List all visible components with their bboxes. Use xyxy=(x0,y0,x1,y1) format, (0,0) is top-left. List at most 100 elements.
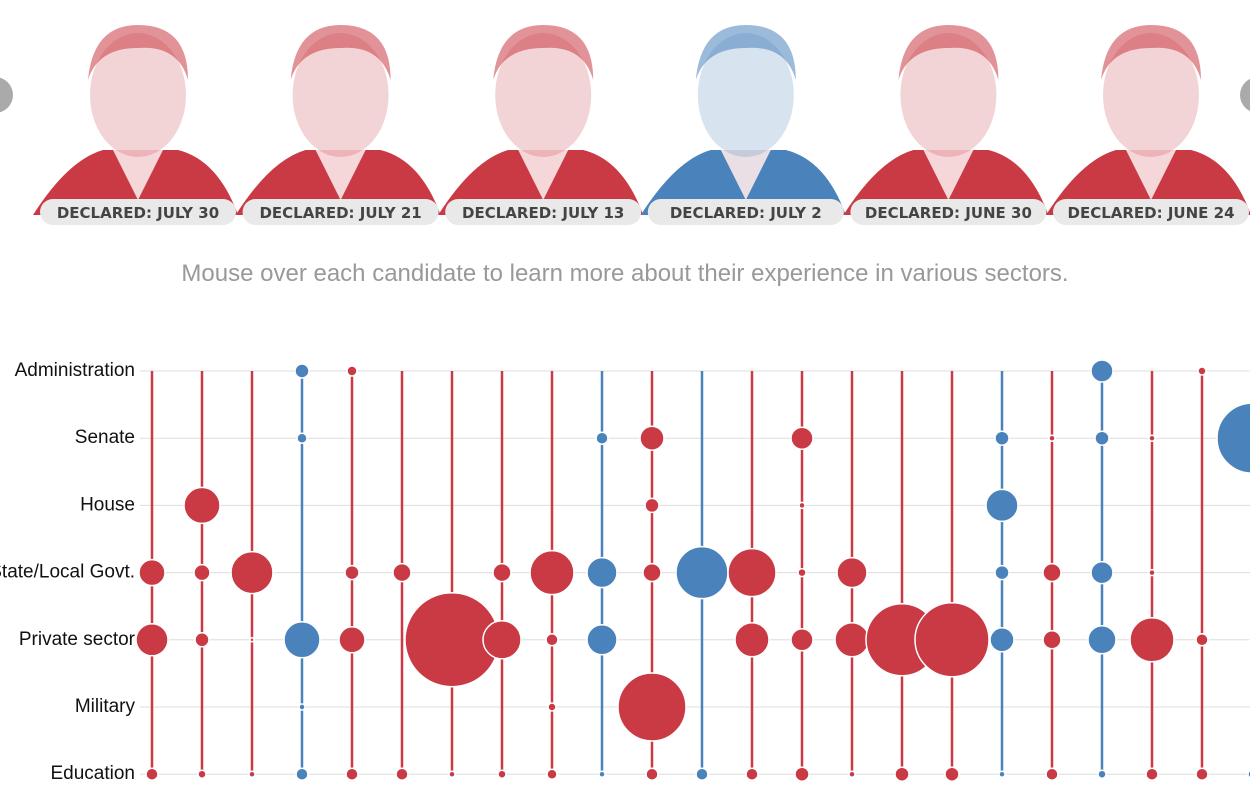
bubble[interactable] xyxy=(586,556,618,589)
row-label: Military xyxy=(75,696,136,717)
bubble[interactable] xyxy=(994,564,1010,581)
bubble[interactable] xyxy=(145,767,159,781)
bubble[interactable] xyxy=(1195,633,1209,647)
portrait-collar xyxy=(1126,150,1176,200)
bubble[interactable] xyxy=(989,627,1015,653)
bubble[interactable] xyxy=(797,567,807,578)
bubble[interactable] xyxy=(798,501,806,510)
bubble[interactable] xyxy=(138,558,166,587)
bubble[interactable] xyxy=(392,562,412,583)
declared-date: DECLARED: JULY 13 xyxy=(462,204,624,222)
bubble[interactable] xyxy=(547,702,557,712)
row-label: State/Local Govt. xyxy=(0,562,135,583)
bubble[interactable] xyxy=(529,549,575,596)
bubble[interactable] xyxy=(482,620,522,660)
bubble[interactable] xyxy=(586,624,618,656)
candidate[interactable]: DECLARED: JULY 13 xyxy=(438,25,644,225)
bubble[interactable] xyxy=(197,769,207,779)
candidate[interactable]: DECLARED: JULY 2 xyxy=(640,25,846,225)
bubble[interactable] xyxy=(1042,630,1062,650)
bubble[interactable] xyxy=(998,770,1006,778)
bubble[interactable] xyxy=(645,767,659,781)
declared-date: DECLARED: JULY 30 xyxy=(57,204,219,222)
declared-date: DECLARED: JULY 21 xyxy=(259,204,421,222)
bubble[interactable] xyxy=(546,768,558,780)
bubble[interactable] xyxy=(296,432,308,444)
candidate[interactable]: DECLARED: JUNE 24 xyxy=(1046,25,1250,225)
bubble[interactable] xyxy=(695,767,709,781)
bubble[interactable] xyxy=(1048,434,1056,442)
declared-pill xyxy=(40,199,236,225)
bubble[interactable] xyxy=(1195,767,1209,781)
candidate[interactable]: DECLARED: JUNE 30 xyxy=(843,25,1049,225)
bubble[interactable] xyxy=(639,425,665,451)
bubble[interactable] xyxy=(1097,769,1107,779)
bubble[interactable] xyxy=(346,365,358,377)
bubble[interactable] xyxy=(497,769,507,779)
bubble[interactable] xyxy=(1090,560,1114,585)
bubble[interactable] xyxy=(1197,366,1207,376)
bubble[interactable] xyxy=(642,562,662,583)
bubble[interactable] xyxy=(1090,359,1114,383)
bubble[interactable] xyxy=(1094,430,1110,446)
bubble[interactable] xyxy=(617,672,687,742)
bubble[interactable] xyxy=(492,562,512,583)
bubble[interactable] xyxy=(338,626,366,654)
bubble[interactable] xyxy=(230,550,274,595)
bubble[interactable] xyxy=(595,431,609,445)
bubble[interactable] xyxy=(248,770,256,778)
bubble[interactable] xyxy=(1148,434,1156,442)
bubble[interactable] xyxy=(790,426,814,450)
bubble[interactable] xyxy=(734,622,770,658)
chart: Administration Senate House State/Local Gov… xyxy=(0,359,1250,784)
bubble[interactable] xyxy=(135,623,169,657)
bubble[interactable] xyxy=(395,767,409,781)
next-arrow[interactable] xyxy=(1240,77,1250,113)
bubble[interactable] xyxy=(675,545,729,600)
bubble[interactable] xyxy=(193,563,211,582)
candidate[interactable]: DECLARED: JULY 21 xyxy=(235,25,441,225)
declared-date: DECLARED: JUNE 24 xyxy=(1068,204,1235,222)
prev-arrow[interactable] xyxy=(0,77,13,113)
bubble[interactable] xyxy=(994,430,1010,446)
bubble[interactable] xyxy=(249,637,255,643)
bubble[interactable] xyxy=(1087,625,1117,655)
bubble[interactable] xyxy=(298,703,306,711)
row-label: Education xyxy=(50,763,135,784)
candidate-strip: DECLARED: JULY 30 DECLARED: JULY 21 DECLAR… xyxy=(33,25,1250,225)
candidate[interactable]: DECLARED: JULY 30 xyxy=(33,25,238,225)
bubble[interactable] xyxy=(183,486,221,525)
bubble[interactable] xyxy=(745,767,759,781)
bubble[interactable] xyxy=(1045,767,1059,781)
declared-pill xyxy=(647,199,844,225)
bubble[interactable] xyxy=(985,488,1019,523)
declared-pill xyxy=(445,199,642,225)
bubble[interactable] xyxy=(1148,568,1156,577)
portrait-hair xyxy=(898,25,999,80)
bubble[interactable] xyxy=(644,497,660,514)
bubble[interactable] xyxy=(894,766,910,782)
bubble[interactable] xyxy=(344,564,360,581)
bubble[interactable] xyxy=(836,556,868,589)
bubble[interactable] xyxy=(794,766,810,782)
bubble[interactable] xyxy=(448,770,456,778)
bubble[interactable] xyxy=(1216,402,1250,474)
bubble[interactable] xyxy=(194,632,210,648)
bubble[interactable] xyxy=(294,363,310,379)
bubble[interactable] xyxy=(1145,767,1159,781)
bubble[interactable] xyxy=(848,770,856,778)
bubble[interactable] xyxy=(790,628,814,652)
bubble[interactable] xyxy=(545,633,559,647)
bubble[interactable] xyxy=(834,622,870,658)
bubble[interactable] xyxy=(598,770,606,778)
bubble[interactable] xyxy=(944,766,960,782)
bubble[interactable] xyxy=(345,767,359,781)
bubble[interactable] xyxy=(727,547,777,598)
portrait-collar xyxy=(518,150,569,200)
portrait-head xyxy=(697,33,794,157)
bubble[interactable] xyxy=(1129,617,1175,663)
bubble[interactable] xyxy=(295,767,309,781)
bubble[interactable] xyxy=(914,602,990,678)
bubble[interactable] xyxy=(283,621,321,659)
bubble[interactable] xyxy=(1042,562,1062,583)
